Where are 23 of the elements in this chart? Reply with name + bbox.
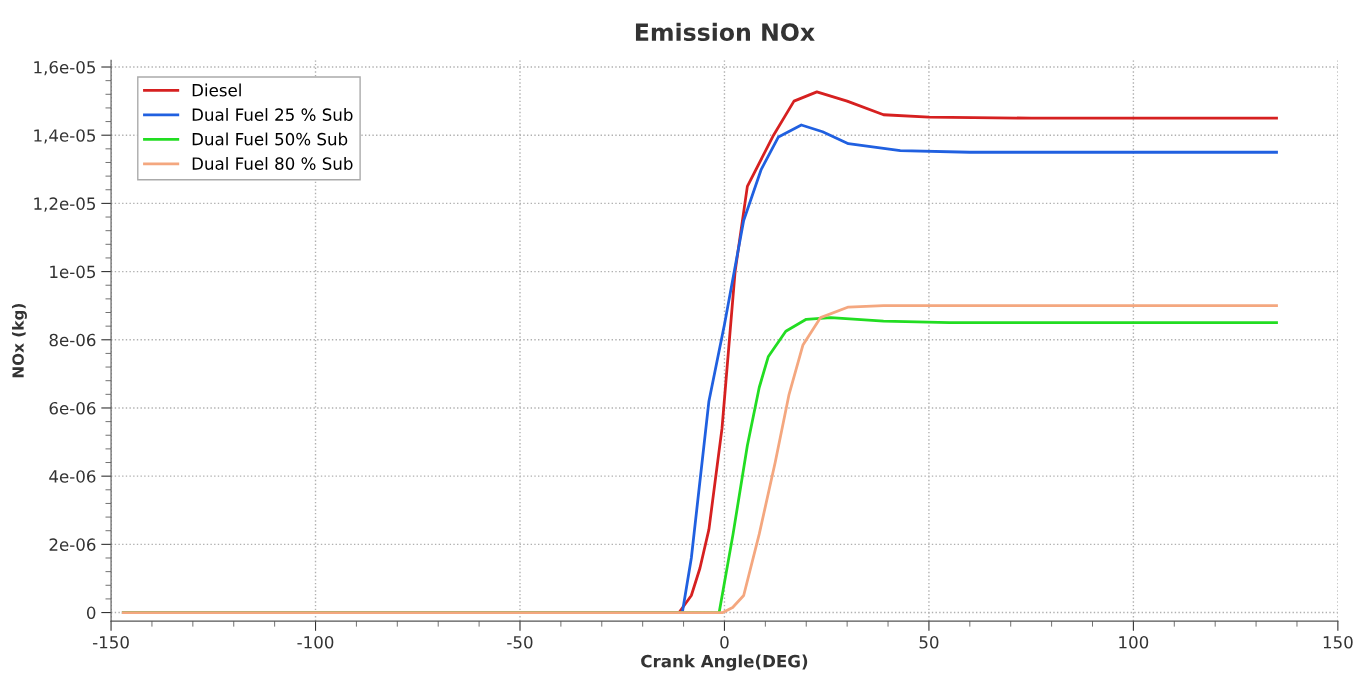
y-tick-label: 1,2e-05 [34, 197, 96, 212]
x-tick-label: -150 [92, 635, 129, 649]
y-tick-label: 4e-06 [49, 470, 96, 483]
legend-label: Dual Fuel 80 % Sub [192, 157, 353, 170]
chart-title: Emission NOx [635, 22, 815, 42]
legend-label: Diesel [192, 83, 241, 97]
x-axis-title: Crank Angle(DEG) [641, 654, 808, 671]
y-tick-label: 1,6e-05 [34, 60, 96, 76]
x-tick-label: 150 [1323, 635, 1353, 649]
legend-label: Dual Fuel 50% Sub [192, 132, 348, 146]
x-tick-label: -100 [297, 635, 334, 649]
x-tick-label: -50 [507, 635, 533, 649]
y-tick-label: 1e-05 [50, 265, 96, 279]
y-tick-label: 8e-06 [49, 333, 96, 347]
x-tick-label: 100 [1119, 635, 1149, 649]
y-tick-label: 1,4e-05 [34, 129, 96, 144]
x-tick-label: 0 [720, 635, 729, 649]
y-tick-label: 2e-06 [49, 538, 96, 551]
legend-label: Dual Fuel 25 % Sub [192, 108, 353, 121]
y-tick-label: 0 [86, 606, 96, 620]
x-tick-label: 50 [919, 635, 939, 649]
y-axis-title: NOx (kg) [12, 303, 27, 378]
y-tick-label: 6e-06 [49, 401, 96, 415]
